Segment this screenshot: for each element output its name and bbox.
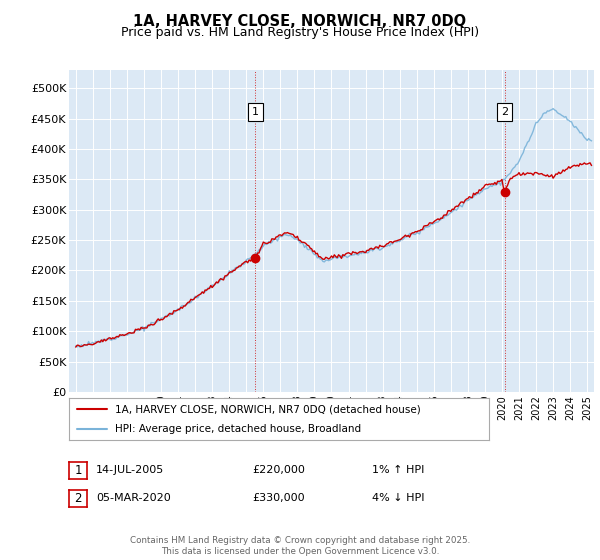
Text: £330,000: £330,000 bbox=[252, 493, 305, 503]
Text: £220,000: £220,000 bbox=[252, 465, 305, 475]
Text: 2: 2 bbox=[74, 492, 82, 505]
Text: 1: 1 bbox=[74, 464, 82, 477]
Text: 1A, HARVEY CLOSE, NORWICH, NR7 0DQ: 1A, HARVEY CLOSE, NORWICH, NR7 0DQ bbox=[133, 14, 467, 29]
Text: 1% ↑ HPI: 1% ↑ HPI bbox=[372, 465, 424, 475]
Text: 2: 2 bbox=[501, 107, 508, 117]
Text: 14-JUL-2005: 14-JUL-2005 bbox=[96, 465, 164, 475]
Text: 4% ↓ HPI: 4% ↓ HPI bbox=[372, 493, 425, 503]
Text: Contains HM Land Registry data © Crown copyright and database right 2025.
This d: Contains HM Land Registry data © Crown c… bbox=[130, 536, 470, 556]
Text: Price paid vs. HM Land Registry's House Price Index (HPI): Price paid vs. HM Land Registry's House … bbox=[121, 26, 479, 39]
Text: HPI: Average price, detached house, Broadland: HPI: Average price, detached house, Broa… bbox=[115, 424, 361, 433]
Text: 1: 1 bbox=[252, 107, 259, 117]
Text: 05-MAR-2020: 05-MAR-2020 bbox=[96, 493, 171, 503]
Text: 1A, HARVEY CLOSE, NORWICH, NR7 0DQ (detached house): 1A, HARVEY CLOSE, NORWICH, NR7 0DQ (deta… bbox=[115, 404, 421, 414]
